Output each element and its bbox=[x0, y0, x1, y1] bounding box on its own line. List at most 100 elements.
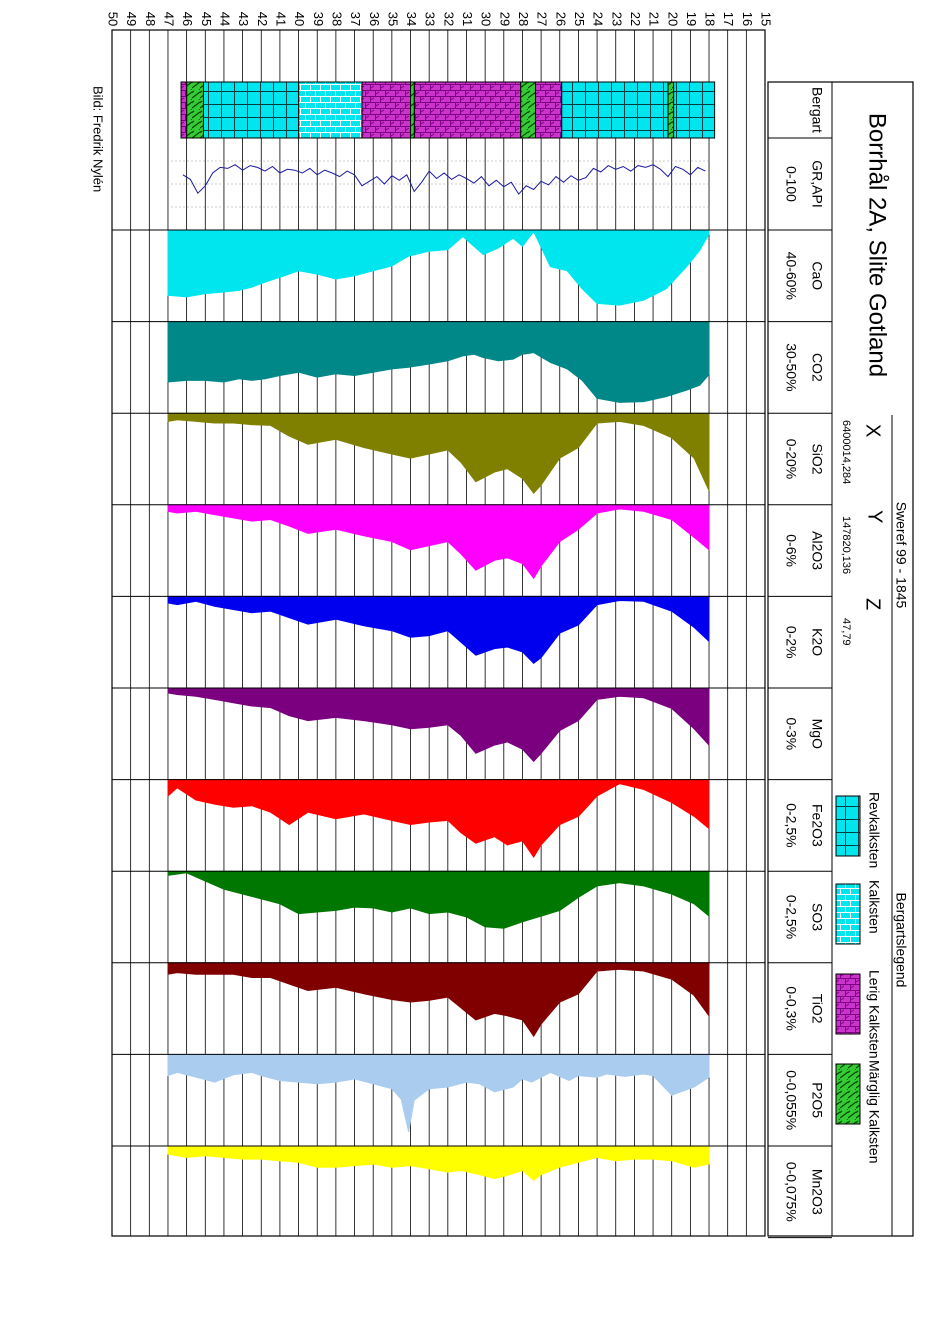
depth-tick-label: 24 bbox=[591, 12, 606, 26]
depth-tick-label: 42 bbox=[255, 12, 270, 26]
depth-tick-label: 38 bbox=[329, 12, 344, 26]
lithology-interval bbox=[186, 81, 204, 139]
track-range-label: 0-6% bbox=[783, 534, 799, 567]
gamma-curve bbox=[182, 164, 706, 195]
area-co2 bbox=[167, 321, 710, 403]
track-name-label: MgO bbox=[809, 719, 825, 749]
legend-swatch-lerig bbox=[835, 973, 861, 1035]
legend-swatch-margel bbox=[835, 1063, 861, 1125]
track-name-label: CaO bbox=[809, 261, 825, 290]
depth-tick-label: 49 bbox=[124, 12, 139, 26]
depth-tick-label: 44 bbox=[218, 12, 233, 26]
depth-tick-label: 34 bbox=[404, 12, 419, 26]
depth-tick-label: 50 bbox=[106, 12, 121, 26]
legend-label-lerig: Lerig Kalksten bbox=[866, 970, 882, 1059]
depth-tick-label: 35 bbox=[385, 12, 400, 26]
track-co2 bbox=[112, 321, 765, 403]
lithology-interval bbox=[180, 81, 188, 139]
depth-tick-label: 40 bbox=[292, 12, 307, 26]
track-so3 bbox=[112, 870, 765, 929]
track-range-label: 0-2,5% bbox=[783, 803, 799, 847]
track-range-label: 0-2% bbox=[783, 626, 799, 659]
track-al2o3 bbox=[112, 504, 765, 580]
legend-swatch-rev bbox=[835, 795, 861, 857]
depth-tick-label: 45 bbox=[199, 12, 214, 26]
track-name-label: Al2O3 bbox=[809, 531, 825, 570]
track-name-label: K2O bbox=[809, 628, 825, 656]
track-name-label: Bergart bbox=[809, 87, 825, 133]
depth-tick-label: 23 bbox=[609, 12, 624, 26]
depth-tick-label: 22 bbox=[628, 12, 643, 26]
track-name-label: SiO2 bbox=[809, 443, 825, 474]
track-range-label: 0-20% bbox=[783, 439, 799, 479]
depth-tick-label: 39 bbox=[311, 12, 326, 26]
lithology-interval bbox=[361, 81, 412, 139]
depth-tick-label: 41 bbox=[273, 12, 288, 26]
depth-tick-label: 36 bbox=[367, 12, 382, 26]
track-fe2o3 bbox=[112, 779, 765, 859]
track-name-label: Fe2O3 bbox=[809, 804, 825, 847]
depth-tick-label: 18 bbox=[703, 12, 718, 26]
legend-label-kalk: Kalksten bbox=[866, 880, 882, 934]
legend-label-rev: Revkalksten bbox=[866, 792, 882, 868]
image-credit: Bild: Fredrik Nylén bbox=[91, 86, 106, 192]
gamma-track bbox=[167, 160, 710, 208]
track-range-label: 0-3% bbox=[783, 717, 799, 750]
area-k2o bbox=[167, 595, 710, 664]
plot-frame bbox=[111, 29, 766, 1237]
lithology-interval bbox=[520, 81, 537, 139]
depth-tick-label: 25 bbox=[572, 12, 587, 26]
area-al2o3 bbox=[167, 504, 710, 580]
area-sio2 bbox=[167, 412, 710, 494]
area-mgo bbox=[167, 687, 710, 763]
depth-tick-label: 37 bbox=[348, 12, 363, 26]
area-p2o5 bbox=[167, 1053, 710, 1133]
area-mn2o3 bbox=[167, 1145, 710, 1181]
track-mn2o3 bbox=[112, 1145, 765, 1181]
coord-y-label: Y bbox=[864, 510, 886, 523]
header-panel bbox=[767, 81, 914, 1239]
track-name-label: P2O5 bbox=[809, 1082, 825, 1118]
depth-tick-label: 28 bbox=[516, 12, 531, 26]
depth-tick-label: 31 bbox=[460, 12, 475, 26]
area-fe2o3 bbox=[167, 779, 710, 859]
track-mgo bbox=[112, 687, 765, 763]
depth-tick-label: 27 bbox=[535, 12, 550, 26]
lithology-column bbox=[180, 81, 716, 139]
track-range-label: 40-60% bbox=[783, 252, 799, 300]
depth-tick-label: 30 bbox=[479, 12, 494, 26]
depth-tick-label: 16 bbox=[740, 12, 755, 26]
depth-tick-label: 29 bbox=[497, 12, 512, 26]
header-frame bbox=[767, 81, 914, 1237]
lithology-interval bbox=[535, 81, 563, 139]
track-range-label: 0-0,055% bbox=[783, 1070, 799, 1130]
lithology-interval bbox=[673, 81, 716, 139]
depth-tick-label: 32 bbox=[441, 12, 456, 26]
lithology-interval bbox=[298, 81, 363, 139]
track-p2o5 bbox=[112, 1053, 765, 1133]
track-name-label: TiO2 bbox=[809, 994, 825, 1024]
track-range-label: 0-0,3% bbox=[783, 986, 799, 1030]
depth-tick-label: 20 bbox=[665, 12, 680, 26]
legend-label-margel: Märglig Kalksten bbox=[866, 1060, 882, 1164]
coord-system-label: Sweref 99 - 1845 bbox=[893, 502, 909, 609]
depth-tick-label: 33 bbox=[423, 12, 438, 26]
legend-swatch-kalk bbox=[835, 883, 861, 945]
track-cao bbox=[112, 229, 765, 306]
lithology-interval bbox=[410, 81, 415, 139]
depth-tick-label: 15 bbox=[759, 12, 774, 26]
coord-z-value: 47,79 bbox=[840, 618, 852, 646]
area-cao bbox=[167, 229, 710, 306]
lithology-interval bbox=[413, 81, 522, 139]
track-tio2 bbox=[112, 962, 765, 1038]
track-name-label: GR,API bbox=[809, 160, 825, 207]
coord-x-label: X bbox=[862, 424, 884, 437]
lithology-interval bbox=[667, 81, 675, 139]
track-range-label: 0-100 bbox=[783, 166, 799, 202]
legend-title: Bergartslegend bbox=[893, 893, 909, 988]
track-range-label: 0-0,075% bbox=[783, 1162, 799, 1222]
area-so3 bbox=[167, 870, 710, 929]
track-name-label: SO3 bbox=[809, 903, 825, 931]
